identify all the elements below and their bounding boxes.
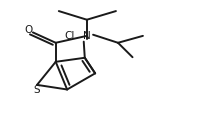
Text: S: S [34,85,40,95]
Text: O: O [25,25,33,35]
Text: Cl: Cl [64,31,74,41]
Text: N: N [83,31,91,41]
